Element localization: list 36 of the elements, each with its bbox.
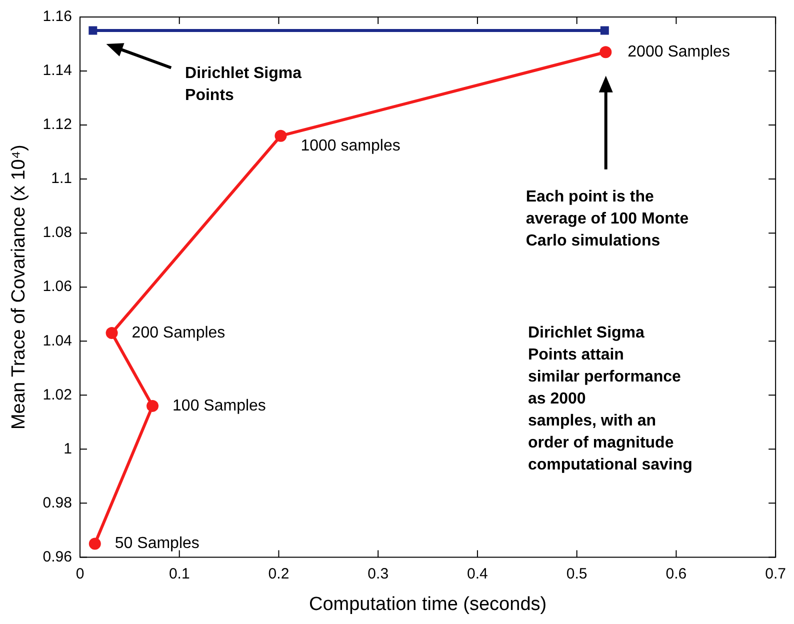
y-tick-label: 1.02 [42,386,72,404]
point [88,538,101,550]
y-tick-label: 0.96 [42,548,72,566]
y-tick-label: 1 [64,440,72,458]
y-tick-label: 1.14 [42,62,72,80]
y-tick-label: 1.04 [42,332,72,350]
x-tick-label: 0.5 [566,565,588,582]
annotation: 1000 samples [300,137,400,154]
annotation: 200 Samples [132,324,226,342]
y-tick-label: 1.12 [42,116,72,134]
x-axis-title: Computation time (seconds) [308,594,547,615]
y-tick-label: 0.98 [42,494,72,512]
point [600,46,612,58]
annotation: 50 Samples [114,535,200,552]
x-tick-label: 0.1 [168,565,190,582]
annotation: 2000 Samples [628,44,730,61]
annotation: 100 Samples [172,397,266,414]
y-tick-label: 1.1 [51,170,72,188]
x-tick-label: 0.3 [368,565,389,582]
y-tick-label: 1.08 [42,224,72,242]
x-tick-label: 0.7 [765,565,786,582]
point [106,327,118,340]
point [274,130,287,142]
y-tick-label: 1.16 [42,8,72,26]
annotation: Dirichlet Sigma Points [185,65,302,104]
annotation: Each point is the average of 100 Monte Carlo simulations [526,188,689,250]
point [146,400,159,412]
x-tick-label: 0.6 [666,565,687,582]
y-tick-label: 1.06 [42,278,72,296]
x-tick-label: 0.4 [467,565,488,582]
point [600,26,609,35]
y-axis-title: Mean Trace of Covariance (x 10⁴) [8,144,30,430]
point [88,26,98,35]
x-tick-label: 0 [76,565,84,582]
x-tick-label: 0.2 [268,565,290,582]
annotation: Dirichlet Sigma Points attain similar performance as 2000 samples, with an order of magnitude computational saving [528,324,692,474]
